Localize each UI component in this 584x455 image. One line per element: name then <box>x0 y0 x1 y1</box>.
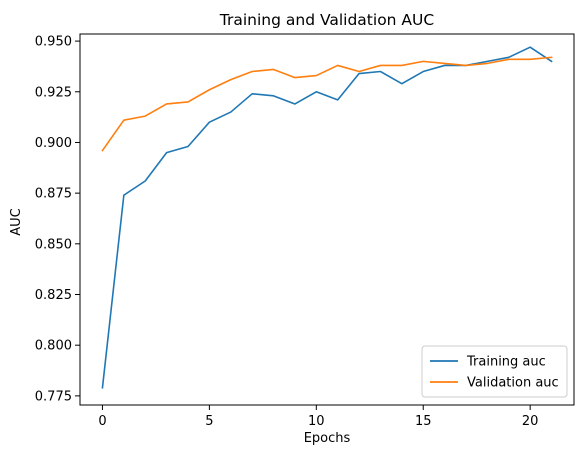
x-axis-label: Epochs <box>304 431 351 446</box>
plot-area: 0 5 10 15 20 0.7750.8000.8250.8500.8750.9000… <box>35 33 575 429</box>
x-tick-label: 20 <box>522 414 539 429</box>
y-tick-label: 0.925 <box>35 85 72 100</box>
x-tick-label: 5 <box>205 414 213 429</box>
chart-title: Training and Validation AUC <box>219 11 434 29</box>
series-line-0 <box>101 46 553 389</box>
x-tick-label: 0 <box>98 414 106 429</box>
series-layer <box>101 46 553 389</box>
y-tick-label: 0.900 <box>35 136 72 151</box>
y-axis: 0.775 0.800 0.825 0.850 0.875 0.900 0.925 0.950 <box>35 35 80 404</box>
y-tick-label: 0.850 <box>35 237 72 252</box>
x-tick-label: 10 <box>308 414 325 429</box>
x-tick-label: 15 <box>415 414 432 429</box>
y-tick-label: 0.950 <box>35 35 72 50</box>
x-axis: 0 5 10 15 20 <box>98 405 538 429</box>
y-tick-label: 0.875 <box>35 187 72 202</box>
y-tick-label: 0.825 <box>35 288 72 303</box>
y-tick-label: 0.800 <box>35 339 72 354</box>
legend: Training auc Validation auc <box>421 345 568 398</box>
y-axis-label: AUC <box>9 208 24 236</box>
legend-box <box>421 345 568 398</box>
series-line-1 <box>101 56 553 152</box>
y-tick-label: 0.775 <box>35 389 72 404</box>
legend-label: Validation auc <box>467 376 559 391</box>
legend-label: Training auc <box>466 355 546 370</box>
plot-frame <box>79 33 575 406</box>
